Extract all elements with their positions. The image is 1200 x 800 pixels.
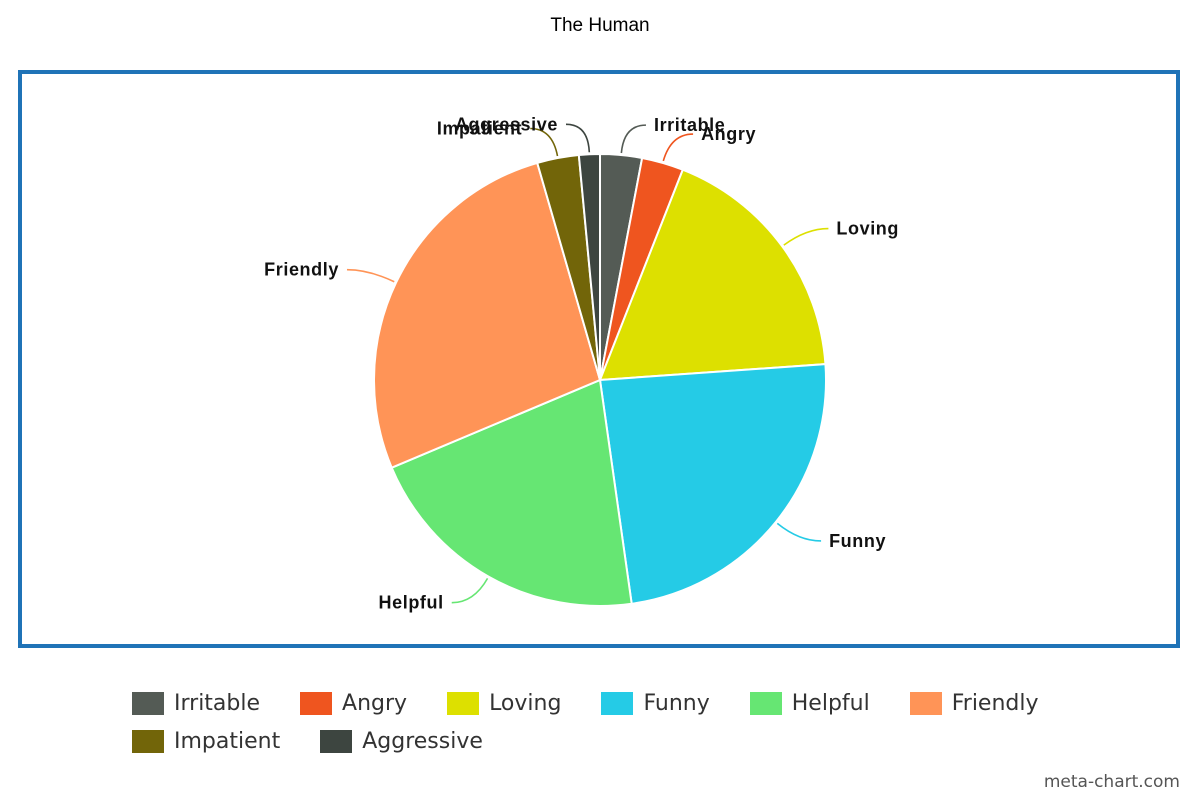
legend-item-friendly[interactable]: Friendly [909, 690, 1039, 716]
slice-label-helpful: Helpful [379, 593, 444, 613]
slice-label-irritable: Irritable [654, 115, 725, 135]
legend-swatch [320, 729, 353, 753]
legend-label: Impatient [174, 728, 281, 754]
leader-line-loving [783, 227, 829, 246]
legend-swatch [909, 691, 942, 715]
legend-row-1: Irritable Angry Loving Funny Helpful Friendly [132, 684, 1132, 722]
pie-slice-friendly[interactable] [373, 161, 602, 470]
pie-slice-loving[interactable] [598, 168, 827, 382]
legend-item-angry[interactable]: Angry [300, 691, 407, 716]
legend: Irritable Angry Loving Funny Helpful Friendly… [132, 684, 1132, 760]
legend-item-loving[interactable]: Loving [447, 691, 561, 716]
pie-slice-helpful[interactable] [390, 378, 633, 607]
credit-text[interactable]: meta-chart.com [1043, 772, 1180, 792]
leader-line-helpful [451, 577, 489, 604]
leader-line-impatient [530, 127, 559, 157]
legend-item-aggressive[interactable]: Aggressive [320, 729, 483, 754]
legend-swatch [300, 691, 333, 715]
legend-swatch [601, 691, 634, 715]
leader-line-friendly [346, 268, 395, 283]
legend-item-funny[interactable]: Funny [601, 690, 710, 716]
legend-label: Irritable [174, 690, 261, 716]
pie-slice-aggressive[interactable] [577, 152, 601, 381]
legend-label: Funny [643, 690, 710, 716]
legend-item-impatient[interactable]: Impatient [132, 729, 280, 754]
plot-area: Irritable Angry Loving Funny Helpful Friendly… [18, 70, 1180, 648]
slice-label-impatient: Impatient [437, 118, 522, 138]
legend-item-irritable[interactable]: Irritable [132, 691, 260, 716]
leader-line-funny [776, 522, 822, 542]
chart-title: The Human [550, 15, 650, 36]
slice-label-aggressive: Aggressive [455, 114, 558, 134]
leader-line-irritable [620, 124, 646, 154]
legend-label: Helpful [791, 690, 870, 716]
pie-slice-funny[interactable] [598, 363, 827, 605]
slice-label-funny: Funny [829, 531, 886, 551]
legend-label: Aggressive [362, 728, 483, 754]
legend-item-helpful[interactable]: Helpful [749, 690, 870, 716]
leader-line-aggressive [565, 123, 591, 153]
slice-label-angry: Angry [701, 124, 756, 144]
legend-label: Loving [489, 690, 562, 716]
slice-label-loving: Loving [836, 219, 899, 239]
slice-label-friendly: Friendly [264, 260, 339, 280]
legend-label: Angry [342, 690, 408, 716]
leader-line-angry [662, 133, 694, 162]
legend-swatch [447, 691, 480, 715]
legend-swatch [132, 729, 164, 753]
legend-swatch [132, 691, 164, 715]
legend-label: Friendly [951, 690, 1039, 716]
legend-swatch [749, 691, 782, 715]
legend-row-2: Impatient Aggressive [132, 722, 1132, 760]
